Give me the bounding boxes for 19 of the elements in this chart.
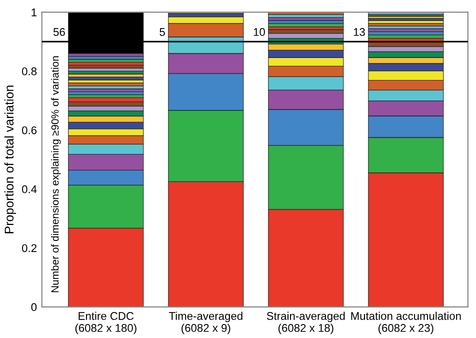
bar <box>268 12 344 15</box>
bar <box>268 26 344 30</box>
annotation: Number of dimensions explaining ≥90% of variation <box>51 56 61 292</box>
x-tick-label: Mutation accumulation (6082 x 23) <box>351 312 461 334</box>
y-tick-label: 0.6 <box>22 126 37 134</box>
y-tick-label: 0.2 <box>22 244 36 252</box>
y-axis-title: Proportion of total variation <box>4 86 16 234</box>
annotation: 56 <box>53 28 65 36</box>
y-tick-label: 0 <box>31 303 37 312</box>
bar <box>368 23 444 26</box>
y-tick-label: 0.8 <box>22 67 37 76</box>
annotation: 5 <box>160 28 165 36</box>
x-tick-label: Time-averaged (6082 x 9) <box>168 312 242 334</box>
y-tick-label: 1 <box>32 8 36 16</box>
annotation: 10 <box>254 28 265 36</box>
y-tick-label: 0.4 <box>22 185 37 194</box>
x-tick-label: Entire CDC (6082 x 180) <box>75 312 136 334</box>
x-tick-label: Strain-averaged (6082 x 18) <box>266 312 345 334</box>
annotation: 13 <box>354 28 365 36</box>
